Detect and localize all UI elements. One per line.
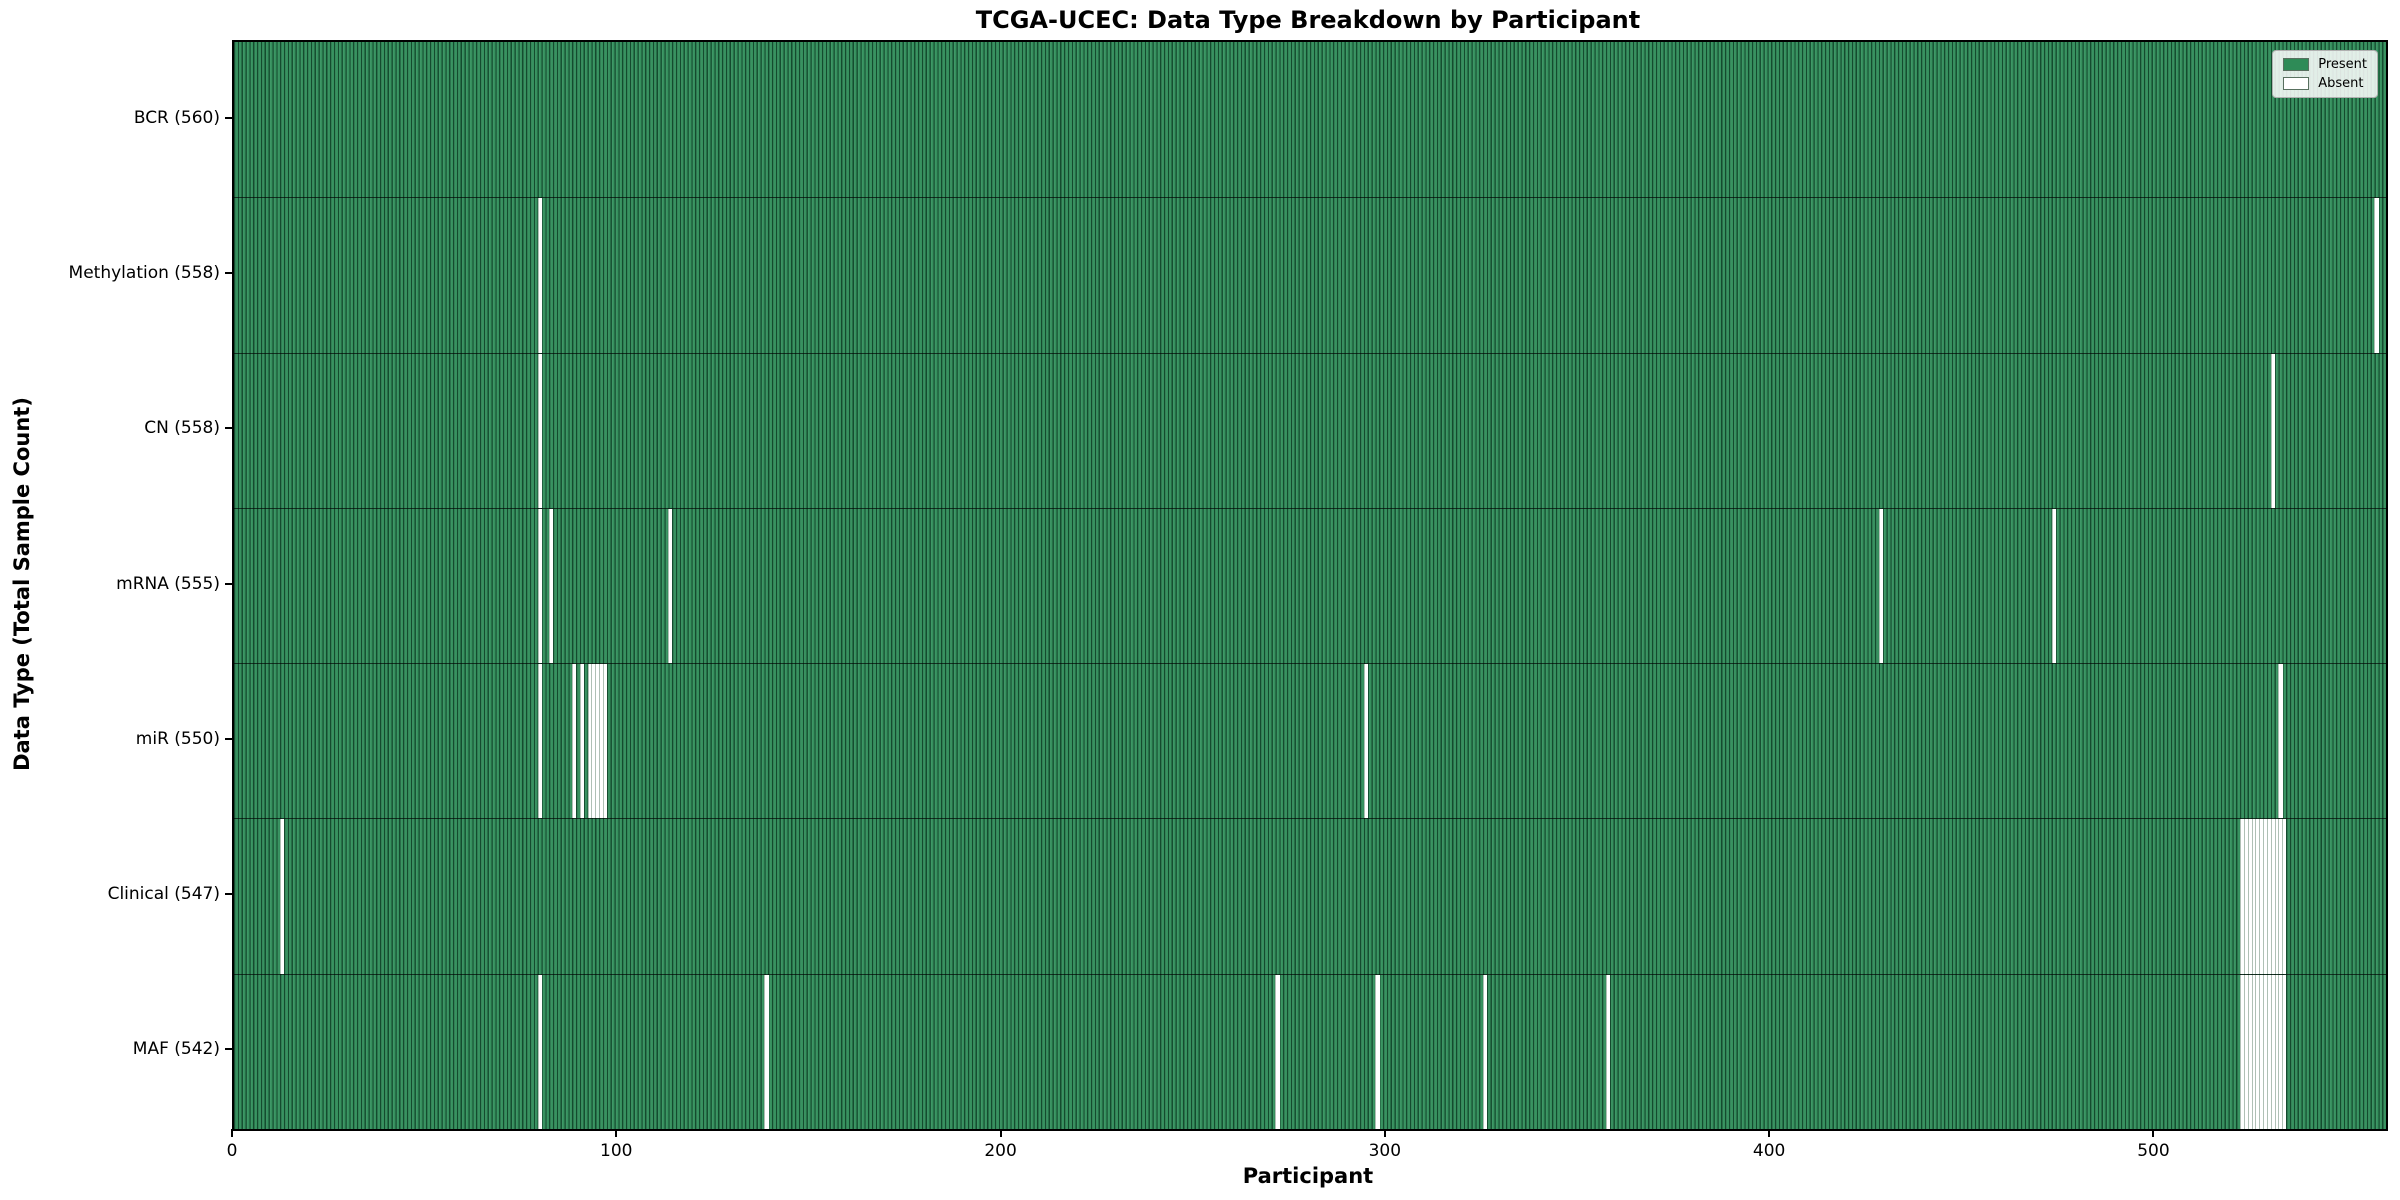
x-tick-mark bbox=[2152, 1129, 2155, 1137]
data-row-mir bbox=[234, 663, 2386, 819]
absent-gap bbox=[2374, 198, 2379, 353]
data-row-bcr bbox=[234, 42, 2386, 198]
absent-gap bbox=[1605, 974, 1611, 1129]
absent-gap bbox=[1482, 974, 1488, 1129]
x-tick-mark bbox=[1383, 1129, 1386, 1137]
absent-gap bbox=[2255, 974, 2260, 1129]
x-tick-label-400: 400 bbox=[1752, 1141, 1786, 1161]
absent-gap bbox=[2263, 819, 2268, 974]
absent-gap bbox=[2278, 819, 2283, 974]
absent-gap bbox=[280, 819, 285, 974]
absent-gap bbox=[1275, 974, 1280, 1129]
absent-gap bbox=[2247, 819, 2252, 974]
y-tick-labels: BCR (560) Methylation (558) CN (558) mRNA (… bbox=[0, 40, 220, 1127]
legend-absent-label: Absent bbox=[2318, 76, 2364, 91]
x-tick-label-300: 300 bbox=[1368, 1141, 1402, 1161]
absent-gap bbox=[2259, 974, 2264, 1129]
data-row-mrna bbox=[234, 507, 2386, 664]
x-axis-label: Participant bbox=[1242, 1164, 1374, 1188]
legend: Present Absent bbox=[2272, 50, 2378, 98]
absent-gap bbox=[2247, 974, 2252, 1129]
absent-gap bbox=[2239, 819, 2245, 974]
absent-gap bbox=[591, 664, 596, 819]
absent-gap bbox=[2243, 819, 2249, 974]
absent-gap bbox=[537, 353, 542, 508]
y-tick-marks bbox=[225, 40, 232, 1127]
absent-gap bbox=[2266, 974, 2272, 1129]
absent-gap bbox=[599, 664, 604, 819]
absent-gap bbox=[764, 974, 769, 1129]
absent-gap bbox=[2239, 974, 2245, 1129]
y-tick-label-mir: miR (550) bbox=[135, 728, 220, 749]
plot-area: Present Absent bbox=[232, 40, 2388, 1131]
x-axis: 0 100 200 300 400 500 bbox=[227, 1129, 2384, 1189]
absent-gap bbox=[2274, 819, 2279, 974]
y-tick-mark bbox=[225, 582, 232, 585]
legend-entry-present: Present bbox=[2283, 58, 2367, 71]
y-tick-label-maf: MAF (542) bbox=[132, 1039, 220, 1060]
absent-gap bbox=[602, 664, 608, 819]
y-tick-label-mrna: mRNA (555) bbox=[116, 573, 220, 594]
x-tick-mark bbox=[615, 1129, 618, 1137]
x-tick-label-100: 100 bbox=[600, 1141, 633, 1161]
absent-gap bbox=[572, 664, 577, 819]
y-tick-label-cn: CN (558) bbox=[144, 418, 220, 439]
absent-gap bbox=[2051, 508, 2056, 664]
absent-gap bbox=[2266, 819, 2272, 974]
absent-gap bbox=[595, 664, 600, 819]
absent-gap bbox=[537, 198, 542, 353]
absent-gap bbox=[2270, 974, 2275, 1129]
absent-gap bbox=[1878, 508, 1883, 664]
absent-gap bbox=[2243, 974, 2249, 1129]
absent-gap bbox=[2270, 819, 2275, 974]
x-tick-mark bbox=[231, 1129, 233, 1137]
absent-gap bbox=[537, 508, 542, 664]
y-tick-mark bbox=[225, 893, 232, 896]
y-tick-label-methylation: Methylation (558) bbox=[68, 262, 220, 283]
absent-gap bbox=[537, 664, 542, 819]
absent-gap bbox=[2259, 819, 2264, 974]
absent-gap bbox=[1363, 664, 1369, 819]
x-tick-label-200: 200 bbox=[984, 1141, 1017, 1161]
absent-gap bbox=[2251, 974, 2256, 1129]
data-row-methylation bbox=[234, 197, 2386, 353]
absent-gap bbox=[1375, 974, 1380, 1129]
x-tick-mark bbox=[999, 1129, 1002, 1137]
x-tick-label-0: 0 bbox=[226, 1141, 238, 1161]
present-swatch-icon bbox=[2283, 58, 2310, 71]
absent-swatch-icon bbox=[2283, 77, 2310, 90]
y-tick-mark bbox=[225, 427, 232, 430]
absent-gap bbox=[2282, 974, 2287, 1129]
y-tick-label-clinical: Clinical (547) bbox=[107, 884, 220, 905]
x-tick-mark bbox=[1768, 1129, 1771, 1137]
y-tick-label-bcr: BCR (560) bbox=[133, 107, 220, 128]
absent-gap bbox=[2282, 819, 2287, 974]
absent-gap bbox=[2278, 974, 2283, 1129]
absent-gap bbox=[579, 664, 585, 819]
absent-gap bbox=[537, 974, 542, 1129]
y-tick-mark bbox=[225, 737, 232, 740]
absent-gap bbox=[2278, 664, 2283, 819]
y-tick-mark bbox=[225, 1048, 232, 1051]
data-row-maf bbox=[234, 973, 2386, 1129]
absent-gap bbox=[587, 664, 592, 819]
chart-title: TCGA-UCEC: Data Type Breakdown by Partic… bbox=[975, 6, 1641, 34]
legend-present-label: Present bbox=[2318, 57, 2367, 72]
absent-gap bbox=[668, 508, 673, 664]
absent-gap bbox=[2255, 819, 2260, 974]
y-tick-mark bbox=[225, 271, 232, 274]
absent-gap bbox=[549, 508, 554, 664]
y-tick-mark bbox=[225, 116, 232, 119]
data-row-clinical bbox=[234, 818, 2386, 974]
absent-gap bbox=[2263, 974, 2268, 1129]
data-row-cn bbox=[234, 352, 2386, 508]
absent-gap bbox=[2251, 819, 2256, 974]
absent-gap bbox=[2270, 353, 2275, 508]
legend-entry-absent: Absent bbox=[2283, 77, 2367, 90]
x-tick-label-500: 500 bbox=[2137, 1141, 2170, 1161]
absent-gap bbox=[2274, 974, 2279, 1129]
